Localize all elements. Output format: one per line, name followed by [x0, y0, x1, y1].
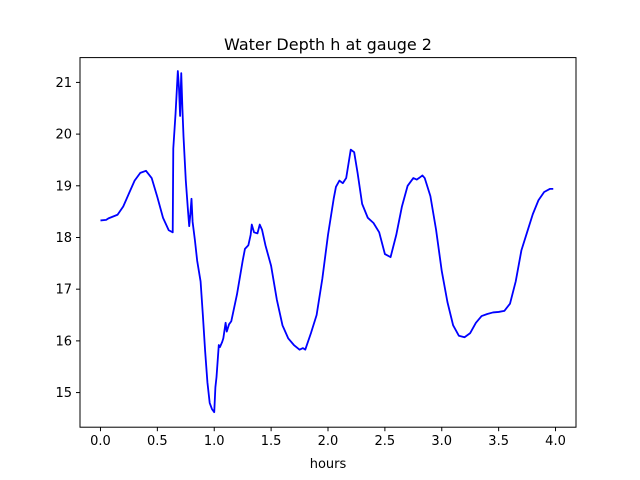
x-tick-label: 3.0 — [431, 434, 452, 449]
y-tick-label: 20 — [55, 128, 72, 143]
x-tick-label: 1.5 — [261, 434, 282, 449]
y-tick-label: 18 — [55, 231, 72, 246]
x-tick-label: 0.0 — [90, 434, 111, 449]
y-tick-label: 17 — [55, 283, 72, 298]
y-tick-label: 19 — [55, 179, 72, 194]
y-tick-label: 21 — [55, 76, 72, 91]
x-tick-label: 4.0 — [545, 434, 566, 449]
x-tick-label: 0.5 — [147, 434, 168, 449]
y-axis: 15 16 17 18 19 20 21 — [55, 76, 80, 401]
x-tick-label: 1.0 — [204, 434, 225, 449]
x-axis-label: hours — [310, 457, 347, 472]
x-tick-label: 2.0 — [318, 434, 339, 449]
series-line — [100, 70, 554, 414]
y-tick-label: 16 — [55, 334, 72, 349]
x-axis: 0.0 0.5 1.0 1.5 2.0 2.5 3.0 3.5 4.0 — [90, 427, 566, 449]
x-tick-label: 3.5 — [488, 434, 509, 449]
y-tick-label: 15 — [55, 386, 72, 401]
chart-title: Water Depth h at gauge 2 — [224, 35, 432, 54]
x-tick-label: 2.5 — [375, 434, 396, 449]
